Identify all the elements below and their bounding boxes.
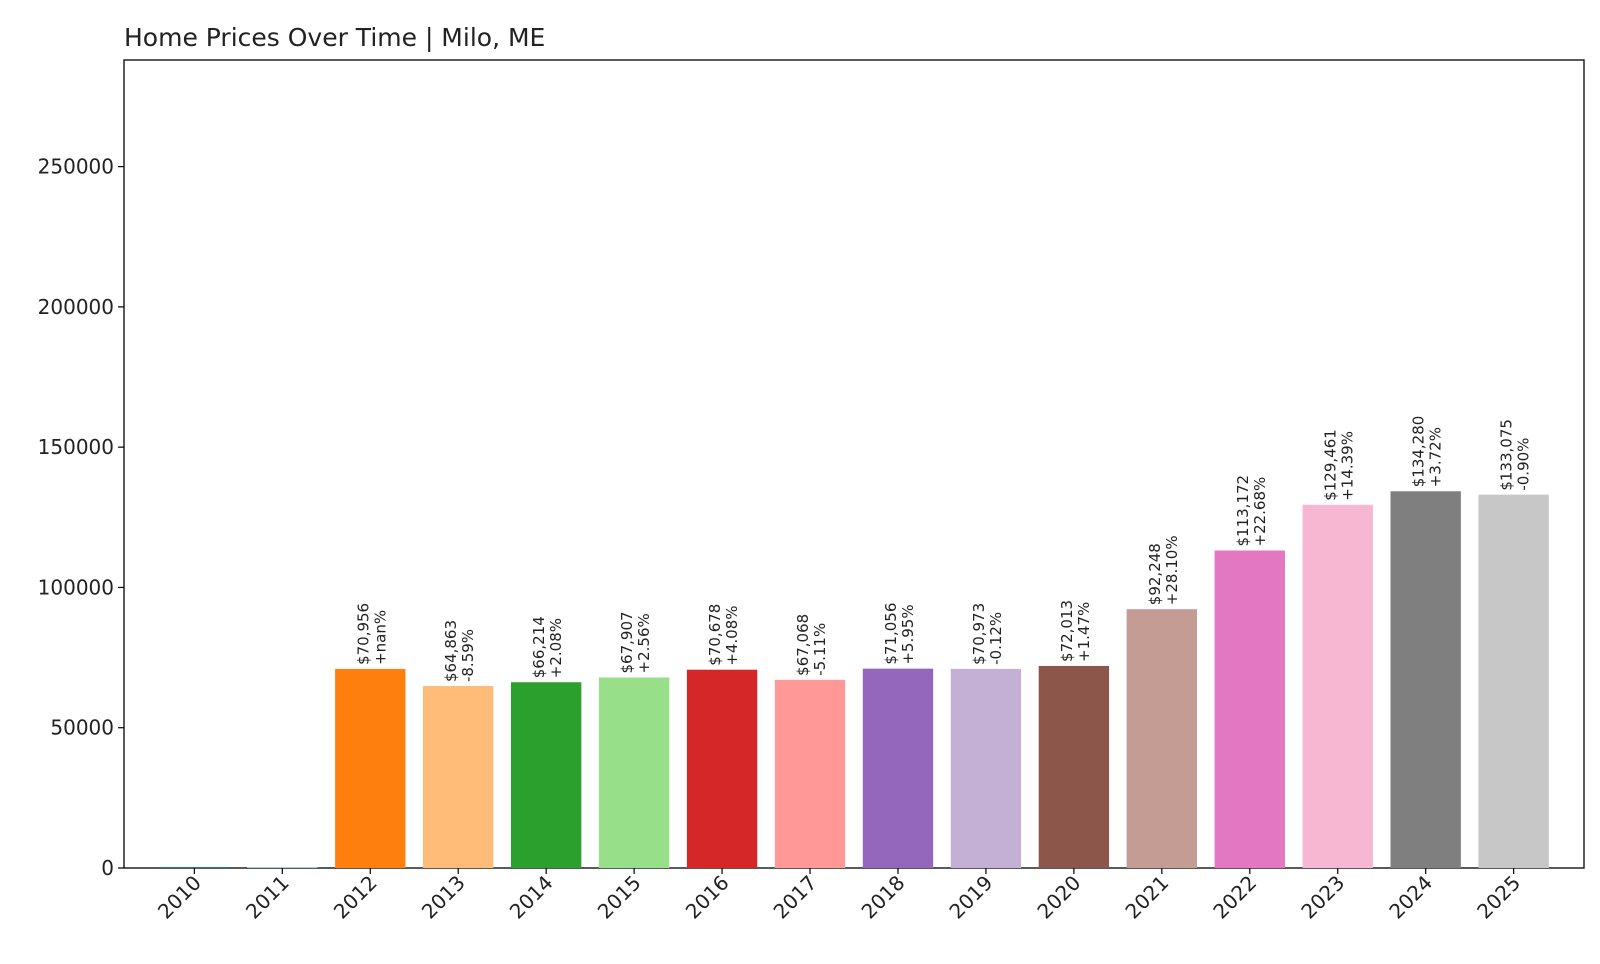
change-label: +2.56%: [635, 613, 653, 673]
y-tick-label-0: 0: [101, 856, 114, 880]
change-label: +nan%: [371, 610, 389, 665]
bar-2013: [423, 686, 494, 868]
x-tick-label-2014: 2014: [505, 871, 558, 924]
price-label: $66,214: [530, 616, 548, 678]
x-tick-label-2021: 2021: [1120, 871, 1173, 924]
price-label: $70,956: [354, 603, 372, 665]
bar-2016: [686, 669, 758, 868]
change-label: +14.39%: [1339, 431, 1357, 501]
x-tick-label-2011: 2011: [241, 871, 294, 924]
bar-label-2014: $66,214+2.08%: [530, 616, 565, 678]
chart-title: Home Prices Over Time | Milo, ME: [124, 23, 545, 52]
bar-label-2018: $71,056+5.95%: [882, 603, 917, 665]
price-label: $113,172: [1234, 475, 1252, 547]
change-label: +22.68%: [1251, 477, 1269, 547]
change-label: -0.12%: [987, 612, 1005, 665]
bar-label-2025: $133,075-0.90%: [1498, 419, 1533, 491]
y-tick-label-50000: 50000: [50, 716, 114, 740]
change-label: +2.08%: [547, 618, 565, 678]
bar-2012: [335, 668, 406, 868]
price-label: $67,907: [618, 611, 636, 673]
x-tick-label-2019: 2019: [944, 871, 997, 924]
x-tick-label-2018: 2018: [857, 871, 910, 924]
change-label: +4.08%: [723, 605, 741, 665]
bar-2011: [247, 867, 318, 868]
bar-2014: [510, 682, 582, 868]
x-tick-label-2020: 2020: [1032, 871, 1085, 924]
bar-label-2023: $129,461+14.39%: [1322, 429, 1357, 501]
bar-label-2015: $67,907+2.56%: [618, 611, 653, 673]
change-label: -0.90%: [1515, 438, 1533, 491]
price-label: $64,863: [442, 620, 460, 682]
x-tick-label-2015: 2015: [593, 871, 646, 924]
bar-label-2021: $92,248+28.10%: [1146, 535, 1181, 605]
bar-label-2016: $70,678+4.08%: [706, 604, 741, 666]
bar-2019: [950, 668, 1022, 868]
bar-label-2019: $70,973-0.12%: [970, 603, 1005, 665]
bar-2023: [1302, 504, 1373, 868]
bar-2015: [598, 677, 670, 868]
change-label: +28.10%: [1163, 535, 1181, 605]
bar-2022: [1214, 550, 1285, 868]
bar-2010: [159, 867, 230, 868]
bar-label-2024: $134,280+3.72%: [1410, 416, 1445, 488]
bar-label-2012: $70,956+nan%: [354, 603, 389, 665]
bar-label-2022: $113,172+22.68%: [1234, 475, 1269, 547]
bar-label-2020: $72,013+1.47%: [1058, 600, 1093, 662]
price-label: $92,248: [1146, 543, 1164, 605]
bar-2025: [1478, 494, 1549, 868]
bar-label-2017: $67,068-5.11%: [794, 614, 829, 676]
bar-2017: [774, 679, 846, 868]
change-label: -8.59%: [459, 629, 477, 682]
x-tick-label-2010: 2010: [153, 871, 206, 924]
bar-2020: [1038, 665, 1110, 868]
x-tick-label-2017: 2017: [769, 871, 822, 924]
x-tick-label-2013: 2013: [417, 871, 470, 924]
bar-2021: [1126, 609, 1198, 868]
x-tick-label-2016: 2016: [681, 871, 734, 924]
change-label: +1.47%: [1075, 602, 1093, 662]
price-label: $134,280: [1410, 416, 1428, 488]
x-tick-label-2022: 2022: [1208, 871, 1261, 924]
price-label: $70,973: [970, 603, 988, 665]
price-label: $72,013: [1058, 600, 1076, 662]
change-label: -5.11%: [811, 623, 829, 676]
price-label: $129,461: [1322, 429, 1340, 501]
y-tick-label-100000: 100000: [38, 575, 114, 599]
price-label: $70,678: [706, 604, 724, 666]
x-tick-label-2023: 2023: [1296, 871, 1349, 924]
price-label: $133,075: [1498, 419, 1516, 491]
x-tick-label-2012: 2012: [329, 871, 382, 924]
y-tick-label-150000: 150000: [38, 435, 114, 459]
y-tick-label-250000: 250000: [38, 155, 114, 179]
x-tick-label-2024: 2024: [1384, 871, 1437, 924]
bar-2024: [1390, 491, 1461, 868]
change-label: +5.95%: [899, 604, 917, 664]
x-tick-label-2025: 2025: [1472, 871, 1525, 924]
bar-label-2013: $64,863-8.59%: [442, 620, 477, 682]
price-label: $71,056: [882, 603, 900, 665]
y-tick-label-200000: 200000: [38, 295, 114, 319]
change-label: +3.72%: [1427, 427, 1445, 487]
price-label: $67,068: [794, 614, 812, 676]
plot-frame: [123, 59, 1585, 869]
bar-2018: [862, 668, 934, 868]
